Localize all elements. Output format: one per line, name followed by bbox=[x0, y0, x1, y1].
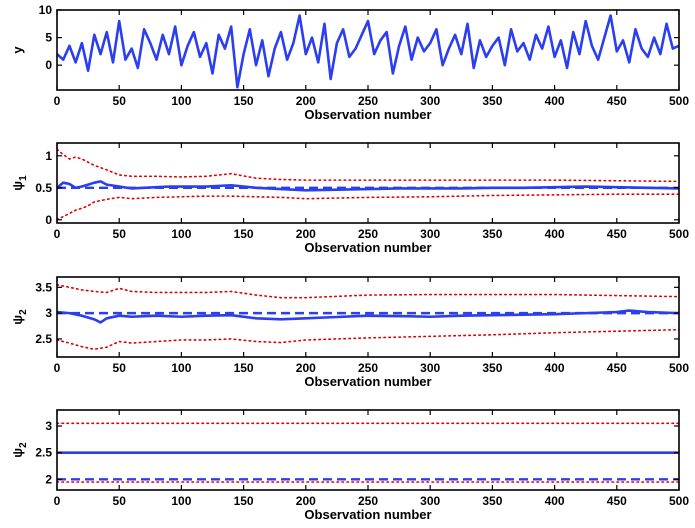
y-tick-label: 3 bbox=[45, 306, 52, 320]
y-tick-label: 10 bbox=[39, 3, 53, 17]
y-axis-label: ψ2 bbox=[10, 442, 29, 458]
x-tick-label: 150 bbox=[234, 361, 254, 375]
x-tick-label: 300 bbox=[420, 94, 440, 108]
y-tick-label: 1 bbox=[45, 149, 52, 163]
x-axis-label: Observation number bbox=[304, 507, 431, 522]
x-tick-label: 400 bbox=[545, 227, 565, 241]
y-tick-label: 0 bbox=[45, 58, 52, 72]
x-tick-label: 450 bbox=[607, 227, 627, 241]
x-tick-label: 100 bbox=[171, 361, 191, 375]
chart-panel-2: 0 50 100 150 200 250 300 350 400 450 500 0 0.5 1 Obser… bbox=[10, 142, 689, 255]
x-tick-label: 250 bbox=[358, 227, 378, 241]
series-line-dotted-3 bbox=[57, 283, 679, 299]
x-tick-label: 400 bbox=[545, 494, 565, 508]
series-line-dotted-4 bbox=[57, 328, 679, 351]
y-tick-label: 3.5 bbox=[35, 280, 52, 294]
y-axis-label-subscript: 1 bbox=[18, 175, 29, 181]
y-tick-label: 3 bbox=[45, 419, 52, 433]
x-axis-label: Observation number bbox=[304, 240, 431, 255]
x-tick-label: 350 bbox=[482, 94, 502, 108]
y-tick-label: 2 bbox=[45, 472, 52, 486]
x-tick-label: 50 bbox=[113, 494, 127, 508]
x-tick-label: 200 bbox=[296, 494, 316, 508]
x-tick-label: 100 bbox=[171, 94, 191, 108]
plot-frame bbox=[56, 409, 680, 491]
x-tick-label: 500 bbox=[669, 361, 689, 375]
x-tick-label: 50 bbox=[113, 227, 127, 241]
x-tick-label: 300 bbox=[420, 361, 440, 375]
y-tick-label: 2.5 bbox=[35, 332, 52, 346]
x-tick-label: 150 bbox=[234, 494, 254, 508]
x-tick-label: 250 bbox=[358, 94, 378, 108]
x-tick-label: 200 bbox=[296, 94, 316, 108]
y-axis-label-base: ψ bbox=[10, 181, 25, 191]
series-line-solid-1 bbox=[57, 14, 679, 89]
x-tick-label: 350 bbox=[482, 227, 502, 241]
plot-frame bbox=[56, 142, 680, 224]
x-tick-label: 200 bbox=[296, 361, 316, 375]
x-tick-label: 100 bbox=[171, 494, 191, 508]
y-axis-label-base: y bbox=[10, 46, 25, 54]
x-tick-label: 450 bbox=[607, 494, 627, 508]
x-tick-label: 500 bbox=[669, 494, 689, 508]
chart-panel-4: 0 50 100 150 200 250 300 350 400 450 500 2 2.5 3 Obser… bbox=[10, 409, 689, 522]
y-axis-label-base: ψ bbox=[10, 315, 25, 325]
series-line-dotted-4 bbox=[57, 193, 679, 221]
x-tick-label: 500 bbox=[669, 94, 689, 108]
x-tick-label: 150 bbox=[234, 227, 254, 241]
x-tick-label: 400 bbox=[545, 361, 565, 375]
x-tick-label: 250 bbox=[358, 361, 378, 375]
y-tick-label: 0.5 bbox=[35, 181, 52, 195]
x-tick-label: 350 bbox=[482, 361, 502, 375]
x-tick-label: 450 bbox=[607, 94, 627, 108]
x-tick-label: 0 bbox=[54, 94, 61, 108]
y-tick-label: 5 bbox=[45, 31, 52, 45]
chart-panel-1: 0 50 100 150 200 250 300 350 400 450 500 0 5 10 Observ… bbox=[10, 3, 689, 122]
x-tick-label: 200 bbox=[296, 227, 316, 241]
x-tick-label: 50 bbox=[113, 361, 127, 375]
x-tick-label: 350 bbox=[482, 494, 502, 508]
x-tick-label: 400 bbox=[545, 94, 565, 108]
y-axis-label-subscript: 2 bbox=[18, 442, 29, 448]
y-axis-label: y bbox=[10, 46, 25, 54]
x-tick-label: 50 bbox=[113, 94, 127, 108]
y-axis-label: ψ1 bbox=[10, 175, 29, 191]
chart-panel-3: 0 50 100 150 200 250 300 350 400 450 500 2.5 3 3.5 Obs… bbox=[10, 276, 689, 389]
y-axis-label-base: ψ bbox=[10, 448, 25, 458]
x-tick-label: 500 bbox=[669, 227, 689, 241]
x-tick-label: 0 bbox=[54, 361, 61, 375]
y-tick-label: 0 bbox=[45, 213, 52, 227]
x-tick-label: 0 bbox=[54, 227, 61, 241]
x-tick-label: 300 bbox=[420, 494, 440, 508]
x-axis-label: Observation number bbox=[304, 107, 431, 122]
series-line-dotted-3 bbox=[57, 148, 679, 183]
series-line-solid-1 bbox=[57, 180, 679, 192]
x-tick-label: 250 bbox=[358, 494, 378, 508]
y-axis-label: ψ2 bbox=[10, 309, 29, 325]
y-tick-label: 2.5 bbox=[35, 446, 52, 460]
x-tick-label: 100 bbox=[171, 227, 191, 241]
y-axis-label-subscript: 2 bbox=[18, 309, 29, 315]
x-tick-label: 450 bbox=[607, 361, 627, 375]
x-tick-label: 0 bbox=[54, 494, 61, 508]
x-tick-label: 300 bbox=[420, 227, 440, 241]
x-tick-label: 150 bbox=[234, 94, 254, 108]
x-axis-label: Observation number bbox=[304, 374, 431, 389]
